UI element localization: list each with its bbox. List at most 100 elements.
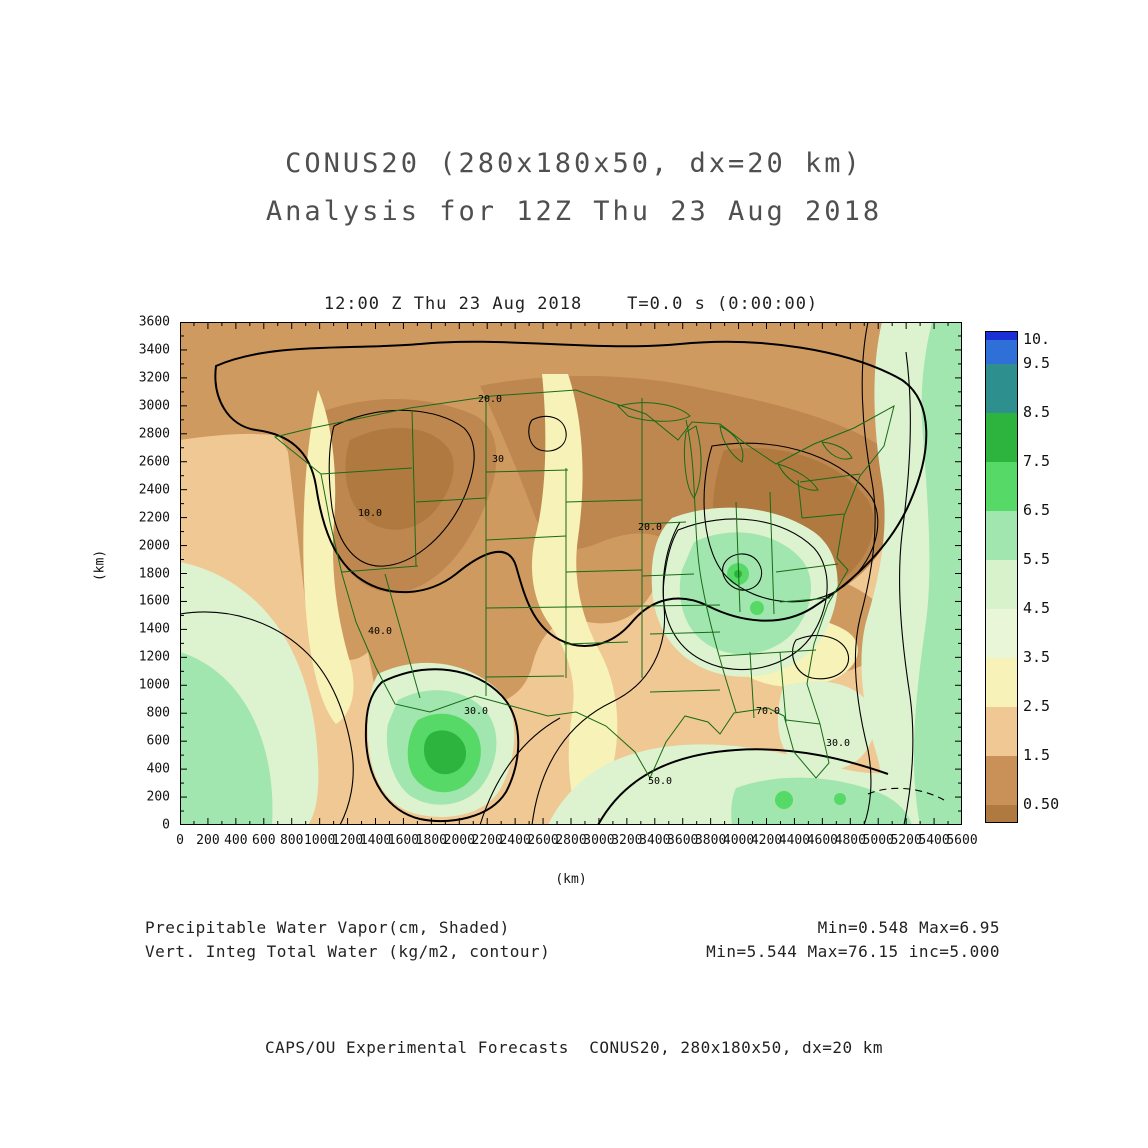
y-tick-label: 2000 xyxy=(138,538,170,554)
x-axis-title: (km) xyxy=(555,872,587,887)
contour-value-label: 50.0 xyxy=(648,776,672,787)
x-tick-label: 0 xyxy=(176,833,184,848)
x-tick-label: 800 xyxy=(279,833,304,848)
contour-field-label: Vert. Integ Total Water (kg/m2, contour) xyxy=(145,942,551,961)
contour-labels: 20.0 30 10.0 20.0 40.0 30.0 50.0 70.0 30.0 xyxy=(358,394,850,787)
page-title-line1: CONUS20 (280x180x50, dx=20 km) xyxy=(285,148,863,179)
contour-value-label: 30 xyxy=(492,454,504,465)
colorbar-label: 6.5 xyxy=(1023,501,1051,519)
x-tick-label: 5400 xyxy=(918,833,950,848)
y-tick-label: 600 xyxy=(146,733,170,749)
colorbar-label: 10. xyxy=(1023,330,1051,348)
y-tick-label: 2800 xyxy=(138,426,170,442)
colorbar-segment xyxy=(986,707,1017,756)
colorbar-label: 2.5 xyxy=(1023,697,1051,715)
y-tick-label: 1600 xyxy=(138,593,170,609)
colorbar-label: 7.5 xyxy=(1023,452,1051,470)
map-canvas: 20.0 30 10.0 20.0 40.0 30.0 50.0 70.0 30.0 xyxy=(180,322,962,825)
colorbar-label: 4.5 xyxy=(1023,599,1051,617)
y-tick-label: 2400 xyxy=(138,482,170,498)
colorbar-segment xyxy=(986,560,1017,609)
colorbar-labels: 10. 9.5 8.5 7.5 6.5 5.5 4.5 3.5 2.5 1.5 0.50 xyxy=(1023,330,1093,825)
y-tick-label: 800 xyxy=(146,705,170,721)
y-tick-label: 1400 xyxy=(138,621,170,637)
y-tick-label: 1200 xyxy=(138,649,170,665)
colorbar-segment xyxy=(986,756,1017,805)
y-tick-label: 3400 xyxy=(138,342,170,358)
shaded-minmax: Min=0.548 Max=6.95 xyxy=(817,918,1000,937)
x-tick-label: 200 xyxy=(196,833,220,848)
x-tick-label: 5600 xyxy=(946,833,978,848)
colorbar-segment xyxy=(986,462,1017,511)
y-tick-label: 3600 xyxy=(138,314,170,330)
contour-value-label: 20.0 xyxy=(638,522,662,533)
page-title-line2: Analysis for 12Z Thu 23 Aug 2018 xyxy=(265,196,883,227)
contour-value-label: 30.0 xyxy=(826,738,850,749)
x-tick-label: 1200 xyxy=(331,833,364,848)
x-tick-label: 2600 xyxy=(527,833,559,848)
x-tick-label: 2000 xyxy=(443,833,475,848)
y-tick-label: 0 xyxy=(162,817,170,833)
contour-value-label: 30.0 xyxy=(464,706,488,717)
colorbar-segment xyxy=(986,364,1017,413)
x-tick-label: 5200 xyxy=(890,833,922,848)
y-tick-label: 400 xyxy=(146,761,170,777)
plot-border xyxy=(180,322,962,825)
x-tick-label: 600 xyxy=(252,833,276,848)
x-tick-label: 3000 xyxy=(583,833,615,848)
colorbar-segment xyxy=(986,332,1017,340)
x-tick-label: 2400 xyxy=(499,833,531,848)
contour-minmax: Min=5.544 Max=76.15 inc=5.000 xyxy=(706,942,1000,961)
x-tick-label: 1000 xyxy=(303,833,336,848)
contour-lines xyxy=(180,322,945,825)
footer-caption: CAPS/OU Experimental Forecasts CONUS20, … xyxy=(264,1038,884,1057)
x-tick-label: 4400 xyxy=(778,833,811,848)
colorbar-segment xyxy=(986,805,1017,822)
x-tick-label: 1400 xyxy=(359,833,392,848)
x-tick-label: 2800 xyxy=(555,833,587,848)
colorbar-label: 0.50 xyxy=(1023,795,1060,813)
shaded-field-label: Precipitable Water Vapor(cm, Shaded) xyxy=(145,918,510,937)
x-tick-label: 4800 xyxy=(834,833,866,848)
y-tick-label: 2200 xyxy=(138,510,170,526)
colorbar-segment xyxy=(986,413,1017,462)
y-tick-label: 200 xyxy=(146,789,170,805)
x-axis-labels: 0 200 400 600 800 1000 1200 1400 1600 1800 2000 220… xyxy=(176,833,978,851)
y-tick-label: 1800 xyxy=(138,566,170,581)
x-tick-label: 3600 xyxy=(667,833,699,848)
colorbar-label: 8.5 xyxy=(1023,403,1051,421)
y-axis-labels: 3600 3400 3200 3000 2800 2600 2400 2200 2000 1800… xyxy=(92,315,174,833)
x-tick-label: 4200 xyxy=(750,833,783,848)
x-tick-label: 3800 xyxy=(694,833,727,848)
colorbar xyxy=(985,331,1018,823)
colorbar-segment xyxy=(986,658,1017,707)
x-tick-label: 1800 xyxy=(415,833,447,848)
colorbar-label: 3.5 xyxy=(1023,648,1051,666)
contour-value-label: 10.0 xyxy=(358,508,382,519)
y-axis-title: (km) xyxy=(92,549,108,582)
axis-ticks xyxy=(180,322,962,825)
x-tick-label: 2200 xyxy=(471,833,503,848)
contour-value-label: 40.0 xyxy=(368,626,392,637)
x-tick-label: 3200 xyxy=(611,833,643,848)
colorbar-segment xyxy=(986,511,1017,560)
y-tick-label: 2600 xyxy=(138,454,170,470)
y-tick-label: 3200 xyxy=(138,370,170,386)
x-tick-label: 5000 xyxy=(862,833,894,848)
state-borders xyxy=(273,389,895,780)
contour-value-label: 20.0 xyxy=(478,394,502,405)
contour-value-label: 70.0 xyxy=(756,706,780,717)
x-tick-label: 1600 xyxy=(387,833,420,848)
colorbar-label: 9.5 xyxy=(1023,354,1051,372)
colorbar-label: 1.5 xyxy=(1023,746,1051,764)
plot-title: 12:00 Z Thu 23 Aug 2018 T=0.0 s (0:00:00… xyxy=(323,294,819,314)
x-tick-label: 4600 xyxy=(806,833,838,848)
y-tick-label: 1000 xyxy=(138,677,170,693)
y-tick-label: 3000 xyxy=(138,398,170,414)
colorbar-segment xyxy=(986,340,1017,364)
x-tick-label: 400 xyxy=(224,833,248,848)
colorbar-label: 5.5 xyxy=(1023,550,1051,568)
x-tick-label: 4000 xyxy=(722,833,755,848)
colorbar-segment xyxy=(986,609,1017,658)
